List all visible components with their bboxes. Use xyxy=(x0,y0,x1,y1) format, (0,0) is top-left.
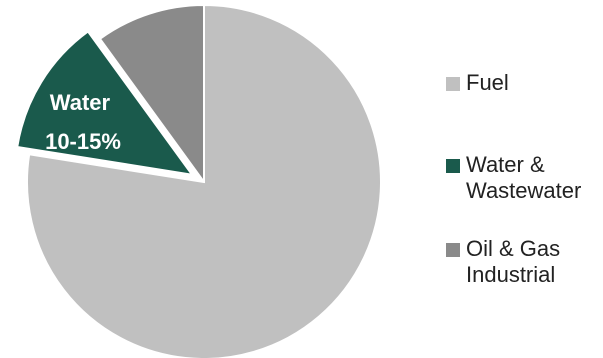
legend-swatch-water-wastewater xyxy=(446,159,460,173)
pie-slice-water-wastewater[interactable] xyxy=(16,30,195,177)
legend-item-oil-gas-industrial[interactable]: Oil & Gas Industrial xyxy=(446,236,560,288)
pie-slice-oil-gas-industrial[interactable] xyxy=(98,3,205,186)
legend-swatch-oil-gas-industrial xyxy=(446,243,460,257)
slice-label-line-2: 10-15% xyxy=(45,129,121,154)
legend-item-fuel[interactable]: Fuel xyxy=(446,70,509,96)
pie-slices xyxy=(16,3,382,358)
legend-label-oil-gas-industrial: Oil & Gas Industrial xyxy=(466,236,561,287)
legend-label-fuel: Fuel xyxy=(466,70,509,95)
legend-item-water-wastewater[interactable]: Water & Wastewater xyxy=(446,152,581,204)
slice-label-line-1: Water xyxy=(50,90,111,115)
pie-slice-fuel[interactable] xyxy=(26,3,382,358)
legend-swatch-fuel xyxy=(446,77,460,91)
legend-label-water-wastewater: Water & Wastewater xyxy=(466,152,582,203)
slice-label-water: Water 10-15% xyxy=(45,90,121,154)
